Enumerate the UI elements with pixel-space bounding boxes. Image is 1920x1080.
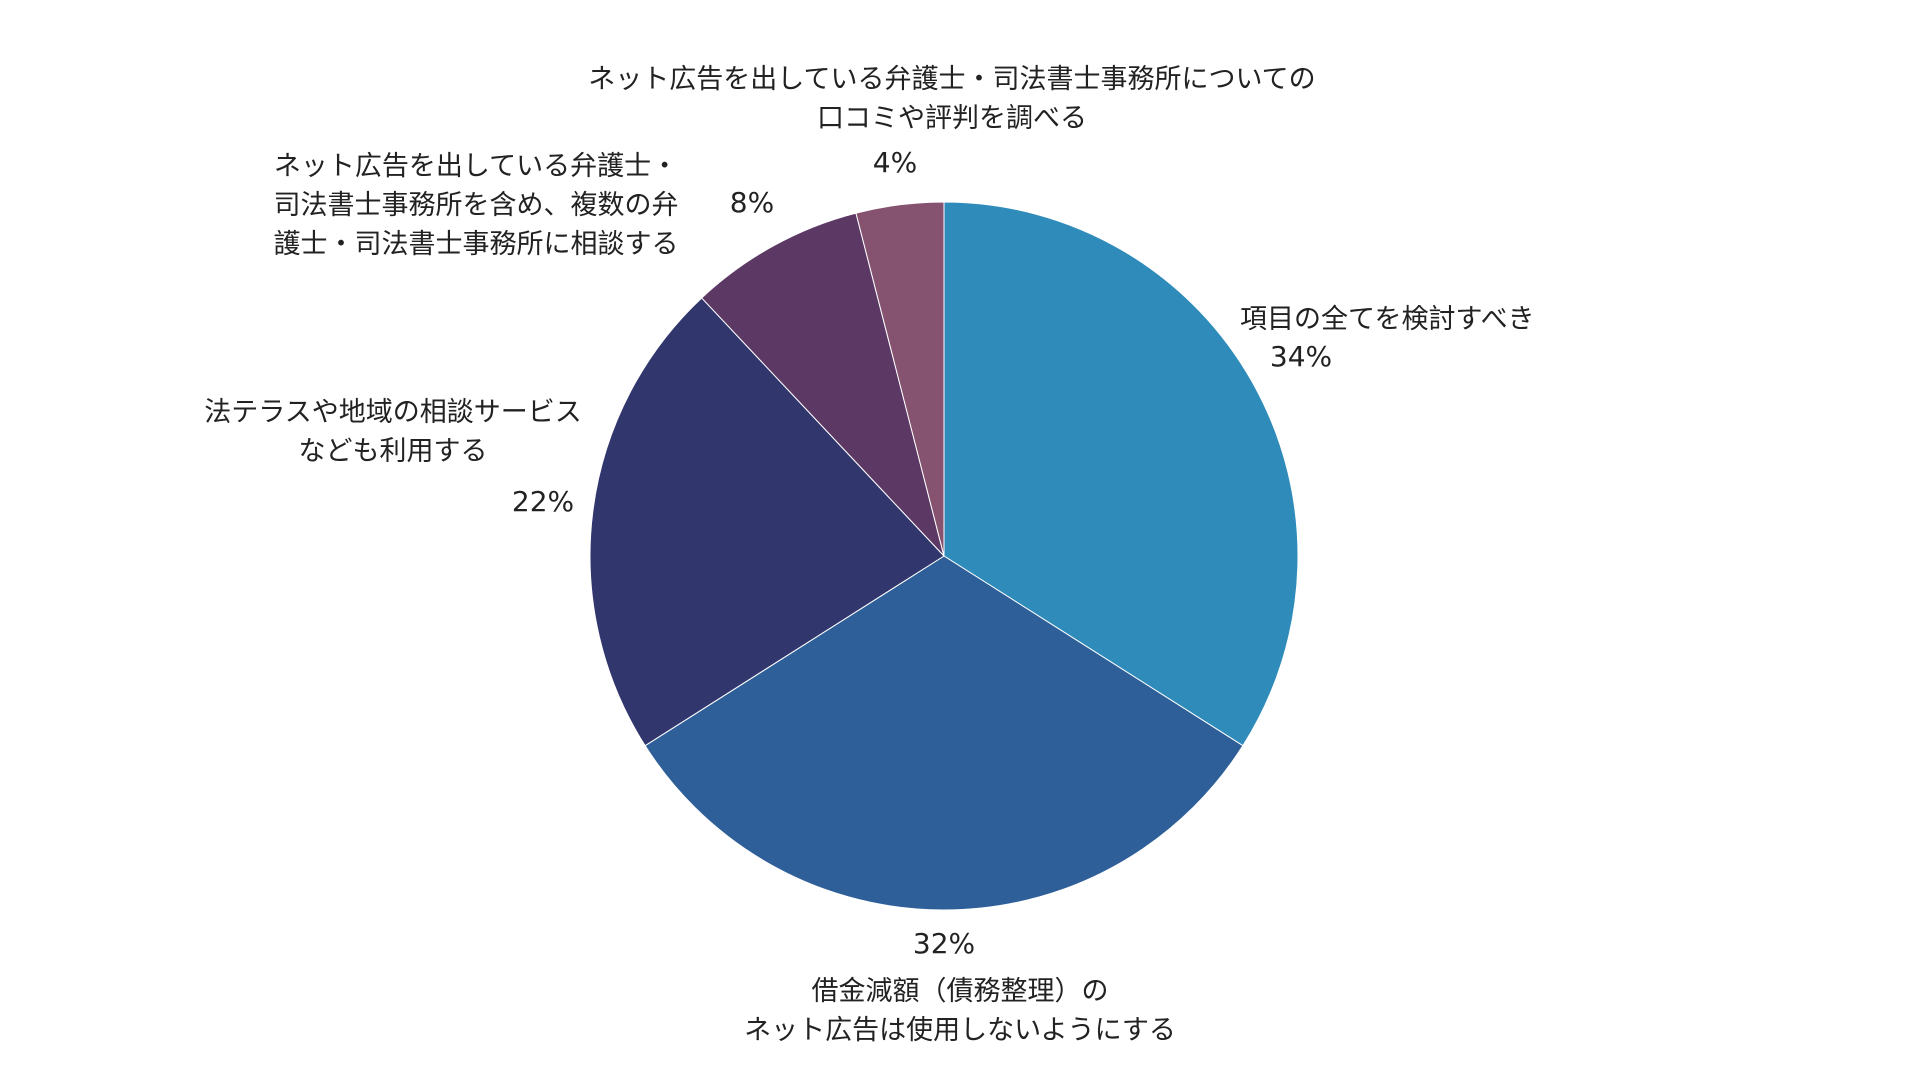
slice-label-5: ネット広告を出している弁護士・司法書士事務所についての口コミや評判を調べる — [588, 64, 1315, 134]
pie-slice-5 — [855, 201, 945, 557]
pie-slice-3 — [589, 297, 945, 747]
pie-slice-1 — [943, 201, 1299, 747]
slice-value-label-3: 22% — [512, 485, 574, 518]
slice-label-line: ネット広告は使用しないようにする — [744, 1015, 1176, 1046]
slice-label-line: 法テラスや地域の相談サービス — [204, 397, 581, 428]
slice-label-line: 借金減額（債務整理）の — [812, 976, 1109, 1007]
pie-slice-4 — [700, 212, 945, 557]
slice-value-label-2: 32% — [913, 927, 975, 960]
slice-label-line: 項目の全てを検討すべき — [1240, 304, 1535, 335]
slice-label-line: 口コミや評判を調べる — [817, 103, 1087, 134]
slice-label-line: なども利用する — [299, 436, 488, 467]
slice-value-label-4: 8% — [730, 186, 774, 219]
pie-labels: 項目の全てを検討すべき 34% 借金減額（債務整理）のネット広告は使用しないようにす… — [204, 64, 1534, 1046]
pie-slice-2 — [644, 555, 1244, 911]
slice-value-label-1: 34% — [1270, 340, 1332, 373]
slice-label-2: 借金減額（債務整理）のネット広告は使用しないようにする — [744, 976, 1176, 1046]
slice-value-label-5: 4% — [873, 146, 917, 179]
slice-label-line: ネット広告を出している弁護士・司法書士事務所についての — [588, 64, 1315, 95]
slice-label-3: 法テラスや地域の相談サービスなども利用する — [204, 397, 581, 467]
slice-label-line: ネット広告を出している弁護士・ — [274, 151, 678, 182]
slice-label-line: 護士・司法書士事務所に相談する — [274, 229, 679, 260]
slice-label-1: 項目の全てを検討すべき — [1240, 304, 1535, 335]
pie-slices — [589, 201, 1299, 911]
slice-label-line: 司法書士事務所を含め、複数の弁 — [274, 190, 679, 221]
slice-label-4: ネット広告を出している弁護士・司法書士事務所を含め、複数の弁護士・司法書士事務所… — [274, 151, 679, 260]
